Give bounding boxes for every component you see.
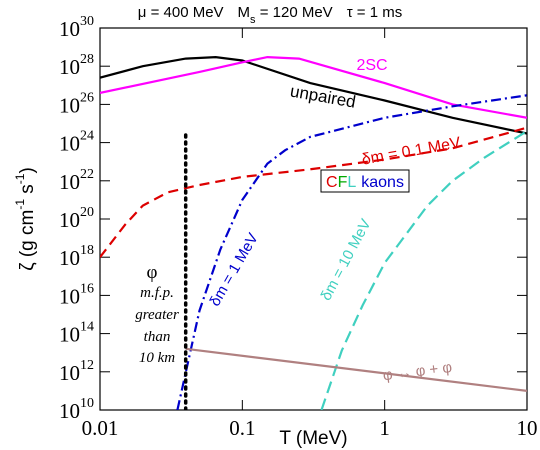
title-part: μ = 400 MeV xyxy=(138,4,224,21)
y-tick-label: 1018 xyxy=(59,243,94,270)
cfl-box xyxy=(320,169,410,193)
y-tick-exponent: 14 xyxy=(80,320,94,335)
series-line xyxy=(100,126,527,258)
y-tick-exponent: 26 xyxy=(80,90,94,105)
chart-title: μ = 400 MeV Ms = 120 MeV τ = 1 ms xyxy=(138,4,402,26)
cfl-part: F xyxy=(338,174,348,191)
series-line xyxy=(176,94,527,410)
annotation: δm = 1 MeV xyxy=(206,230,261,309)
y-tick-label: 1020 xyxy=(59,205,94,232)
y-tick-exponent: 22 xyxy=(80,167,94,182)
title-part: M xyxy=(238,4,251,21)
y-tick-base: 10 xyxy=(59,284,80,308)
series-line xyxy=(100,55,527,135)
annotation: m.f.p. xyxy=(140,285,174,301)
y-label-part: ζ (g cm xyxy=(17,210,38,271)
title-part: τ = 1 ms xyxy=(347,4,403,21)
title-part: = 120 MeV xyxy=(256,4,333,21)
y-tick-base: 10 xyxy=(59,93,80,117)
x-tick-label: 0.01 xyxy=(82,416,119,440)
y-tick-base: 10 xyxy=(59,246,80,270)
x-tick-label: 1 xyxy=(379,416,390,440)
y-tick-exponent: 20 xyxy=(80,205,94,220)
y-tick-label: 1014 xyxy=(59,320,94,347)
y-tick-base: 10 xyxy=(59,55,80,79)
y-tick-exponent: 12 xyxy=(80,358,94,373)
plot-area xyxy=(100,55,527,410)
y-label-part: -1 xyxy=(13,199,27,210)
y-label-part: -1 xyxy=(13,173,27,184)
title-part: s xyxy=(250,14,256,26)
y-tick-base: 10 xyxy=(59,132,80,156)
series-line xyxy=(320,130,527,410)
y-tick-exponent: 30 xyxy=(80,14,94,29)
annotation: δm = 10 MeV xyxy=(317,216,374,303)
y-tick-label: 1012 xyxy=(59,358,94,385)
annotation: δm = 0.1 MeV xyxy=(360,134,462,168)
y-tick-label: 1024 xyxy=(59,129,94,156)
y-tick-base: 10 xyxy=(59,17,80,41)
annotation: φ xyxy=(147,262,158,283)
y-tick-exponent: 16 xyxy=(80,281,94,296)
series-line xyxy=(185,347,527,392)
y-label-part: s xyxy=(17,184,38,199)
y-tick-label: 1030 xyxy=(59,14,94,41)
y-tick-label: 1010 xyxy=(59,396,94,423)
y-axis-label: ζ (g cm-1 s-1) xyxy=(13,167,38,271)
y-tick-exponent: 24 xyxy=(80,129,94,144)
y-tick-exponent: 28 xyxy=(80,52,94,67)
x-axis-label: T (MeV) xyxy=(279,428,347,449)
x-tick-label: 0.1 xyxy=(229,416,255,440)
y-tick-exponent: 18 xyxy=(80,243,94,258)
annotation: greater xyxy=(135,307,179,323)
y-tick-label: 1016 xyxy=(59,281,94,308)
y-tick-base: 10 xyxy=(59,323,80,347)
cfl-part: L xyxy=(347,174,356,191)
y-tick-base: 10 xyxy=(59,208,80,232)
y-tick-label: 1028 xyxy=(59,52,94,79)
cfl-part: C xyxy=(326,174,338,191)
cfl-label: CFL kaons xyxy=(326,174,404,191)
annotation: than xyxy=(144,329,171,345)
cfl-part: kaons xyxy=(361,174,404,191)
series-line xyxy=(100,55,527,119)
y-tick-base: 10 xyxy=(59,170,80,194)
y-tick-base: 10 xyxy=(59,361,80,385)
y-tick-base: 10 xyxy=(59,399,80,423)
y-tick-exponent: 10 xyxy=(80,396,94,411)
y-label-part: ) xyxy=(17,167,38,173)
annotation: unpaired xyxy=(289,81,357,111)
y-tick-label: 1022 xyxy=(59,167,94,194)
y-tick-label: 1026 xyxy=(59,90,94,117)
annotation: 10 km xyxy=(139,350,175,366)
annotation: 2SC xyxy=(356,57,387,74)
x-tick-label: 10 xyxy=(517,416,538,440)
